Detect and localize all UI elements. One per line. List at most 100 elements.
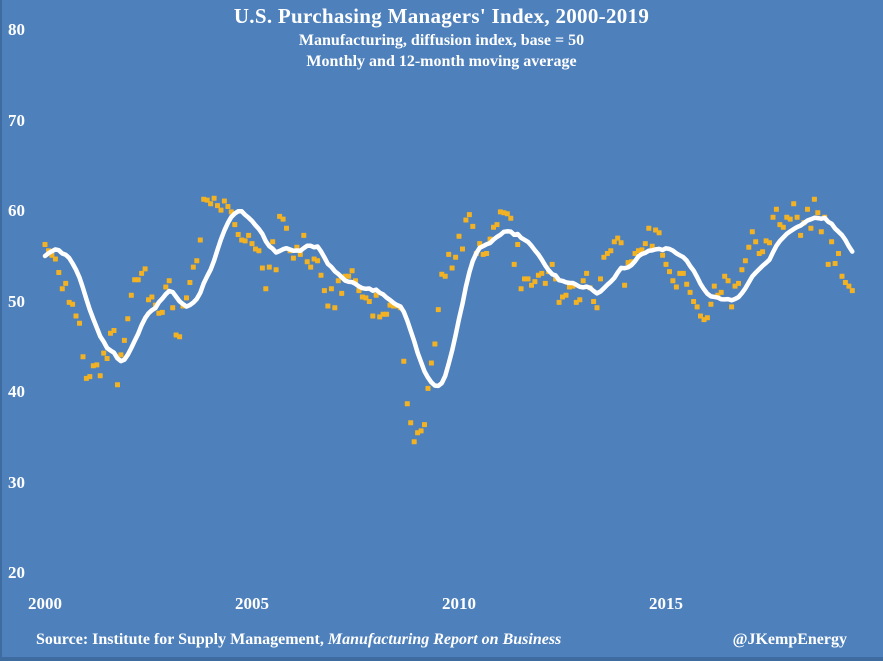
monthly-pmi-dot [325, 303, 331, 309]
chart-title: U.S. Purchasing Managers' Index, 2000-20… [233, 4, 650, 28]
monthly-pmi-dot [794, 214, 800, 220]
monthly-pmi-dot [87, 374, 93, 380]
monthly-pmi-dot [301, 232, 307, 238]
monthly-pmi-dot [335, 278, 341, 284]
monthly-pmi-dot [639, 247, 645, 253]
monthly-pmi-dot [232, 222, 238, 228]
monthly-pmi-dot [270, 239, 276, 245]
monthly-pmi-dot [580, 278, 586, 284]
monthly-pmi-dot [556, 299, 562, 305]
monthly-pmi-dot [411, 439, 417, 445]
monthly-pmi-dot [435, 307, 441, 313]
monthly-pmi-dot [670, 278, 676, 284]
monthly-pmi-dot [542, 280, 548, 286]
monthly-pmi-dot [346, 273, 352, 279]
monthly-pmi-dot [722, 273, 728, 279]
monthly-pmi-dot [456, 233, 462, 239]
monthly-pmi-dot [825, 261, 831, 267]
monthly-pmi-dot [208, 201, 214, 207]
monthly-pmi-dot [466, 212, 472, 218]
monthly-pmi-dot [297, 251, 303, 257]
monthly-pmi-dot [142, 266, 148, 272]
monthly-pmi-dot [225, 204, 231, 209]
monthly-pmi-dot [484, 251, 490, 256]
monthly-pmi-dot [508, 215, 514, 221]
monthly-pmi-dot [273, 267, 279, 273]
window-edge-left [0, 0, 2, 661]
monthly-pmi-dot [304, 259, 310, 265]
monthly-pmi-dot [170, 305, 176, 311]
y-tick-label-40: 40 [8, 382, 25, 401]
monthly-pmi-dot [601, 254, 607, 260]
monthly-pmi-dot [691, 299, 697, 304]
monthly-pmi-dot [159, 309, 165, 315]
monthly-pmi-dot [128, 292, 134, 298]
monthly-pmi-dot [308, 264, 314, 270]
y-tick-label-60: 60 [8, 201, 25, 220]
monthly-pmi-dot [115, 382, 120, 388]
monthly-pmi-dot [125, 316, 131, 322]
monthly-pmi-dot [221, 198, 227, 204]
monthly-pmi-dot [266, 264, 272, 270]
monthly-pmi-dot [818, 229, 824, 235]
monthly-pmi-dot [111, 328, 117, 333]
monthly-pmi-dot [318, 272, 324, 278]
monthly-pmi-dot [708, 301, 714, 307]
monthly-pmi-dot [453, 254, 459, 260]
monthly-pmi-dot [746, 244, 752, 250]
monthly-pmi-dot [760, 249, 766, 255]
monthly-pmi-dot [773, 206, 779, 212]
monthly-pmi-dot [646, 225, 652, 231]
monthly-pmi-dot [70, 301, 76, 307]
monthly-pmi-dot [532, 279, 538, 285]
monthly-pmi-dot [246, 232, 252, 238]
monthly-pmi-dot [425, 385, 431, 391]
monthly-pmi-dot [280, 216, 286, 222]
monthly-pmi-dot [791, 201, 797, 207]
monthly-pmi-dot [618, 240, 624, 246]
monthly-pmi-dot [328, 286, 334, 292]
monthly-pmi-dot [704, 315, 710, 321]
monthly-pmi-dot [649, 243, 655, 249]
monthly-pmi-dot [118, 352, 124, 358]
monthly-pmi-dot [149, 294, 155, 300]
y-tick-label-50: 50 [8, 291, 25, 311]
monthly-pmi-dot [680, 270, 686, 276]
monthly-pmi-dot [135, 277, 141, 283]
monthly-pmi-dot [373, 292, 379, 298]
monthly-pmi-dot [339, 290, 345, 296]
monthly-pmi-dot [808, 225, 814, 231]
monthly-pmi-dot [525, 276, 531, 282]
monthly-pmi-dot [442, 273, 448, 279]
monthly-pmi-dot [770, 214, 776, 220]
monthly-pmi-dot [742, 258, 748, 264]
y-tick-label-20: 20 [8, 563, 25, 582]
monthly-pmi-dot [194, 258, 200, 264]
monthly-pmi-dot [121, 337, 127, 343]
monthly-pmi-dot [190, 264, 196, 270]
monthly-pmi-dot [836, 251, 841, 256]
monthly-pmi-dot [94, 362, 100, 368]
monthly-pmi-dot [687, 289, 693, 295]
monthly-pmi-dot [832, 261, 838, 266]
monthly-pmi-dot [767, 240, 772, 246]
x-tick-label-2000: 2000 [28, 594, 62, 613]
monthly-pmi-dot [460, 246, 465, 252]
monthly-pmi-dot [166, 278, 172, 284]
monthly-pmi-dot [811, 196, 817, 202]
monthly-pmi-dot [684, 281, 690, 287]
monthly-pmi-dot [139, 270, 145, 276]
y-tick-label-70: 70 [8, 110, 25, 130]
credit-handle: @JKempEnergy [732, 631, 847, 648]
x-tick-label-2005: 2005 [235, 594, 269, 613]
window-edge-bottom [0, 657, 883, 661]
monthly-pmi-dot [432, 341, 438, 347]
monthly-pmi-dot [163, 284, 169, 290]
monthly-pmi-dot [511, 261, 517, 267]
monthly-pmi-dot [184, 295, 189, 301]
monthly-pmi-dot [694, 304, 700, 310]
moving-average-line [42, 209, 855, 389]
monthly-pmi-dot [101, 350, 107, 356]
monthly-pmi-dot [549, 261, 555, 267]
